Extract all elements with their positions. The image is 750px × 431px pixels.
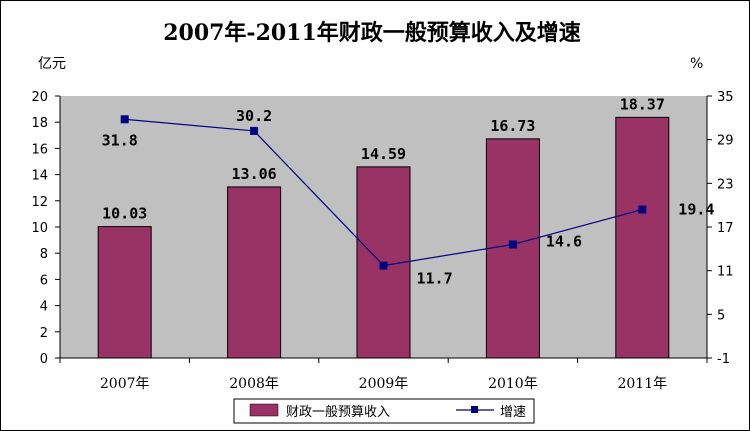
line-point (120, 115, 129, 124)
bar-data-label: 14.59 (361, 145, 406, 163)
line-data-label: 14.6 (546, 232, 582, 250)
y-tick-label: 0 (40, 352, 48, 367)
x-tick-label: 2009年 (359, 376, 409, 392)
legend-bar-swatch (249, 403, 279, 417)
bar (615, 116, 670, 359)
right-axis-unit: % (690, 56, 703, 72)
line-data-label: 31.8 (102, 131, 138, 149)
line-point (379, 261, 388, 270)
y-tick-label: 10 (31, 221, 48, 236)
y-tick-label: 18 (31, 116, 48, 131)
y-tick-label: 12 (31, 195, 48, 210)
legend-line-marker (471, 406, 478, 413)
x-tick-label: 2008年 (229, 376, 279, 392)
legend-line-label: 增速 (500, 405, 526, 420)
line-point (638, 205, 647, 214)
y-tick-label: 20 (31, 90, 48, 105)
legend-bar-label: 财政一般预算收入 (286, 404, 390, 420)
y-tick-label: 4 (40, 300, 48, 315)
y2-tick-label: 11 (717, 265, 734, 280)
y-tick-label: 6 (40, 273, 48, 288)
line-data-label: 19.4 (678, 201, 714, 219)
y-tick-label: 16 (31, 142, 48, 157)
y2-tick-label: 29 (717, 134, 734, 149)
x-tick-label: 2011年 (617, 376, 667, 392)
legend: 财政一般预算收入 增速 (233, 398, 535, 424)
bar (227, 186, 282, 359)
bar-data-label: 16.73 (490, 117, 535, 135)
y2-tick-label: 17 (717, 221, 734, 236)
y2-tick-label: -1 (717, 352, 730, 367)
line-data-label: 11.7 (417, 270, 453, 288)
bar-data-label: 13.06 (232, 165, 277, 183)
line-data-label: 30.2 (236, 107, 272, 125)
line-point (250, 126, 259, 135)
chart-title: 2007年-2011年财政一般预算收入及增速 (163, 20, 581, 46)
line-point (508, 240, 517, 249)
y-tick-label: 8 (40, 247, 48, 262)
left-axis-unit: 亿元 (38, 56, 66, 72)
y-tick-label: 14 (31, 169, 48, 184)
legend-box (233, 398, 535, 424)
y2-tick-label: 23 (717, 177, 734, 192)
y-tick-label: 2 (40, 326, 48, 341)
y2-tick-label: 35 (717, 90, 734, 105)
bar-data-label: 10.03 (102, 205, 147, 223)
x-tick-label: 2007年 (100, 376, 150, 392)
y2-tick-label: 5 (717, 308, 725, 323)
bar-data-label: 18.37 (620, 95, 665, 113)
bar (97, 226, 152, 359)
x-tick-label: 2010年 (488, 376, 538, 392)
